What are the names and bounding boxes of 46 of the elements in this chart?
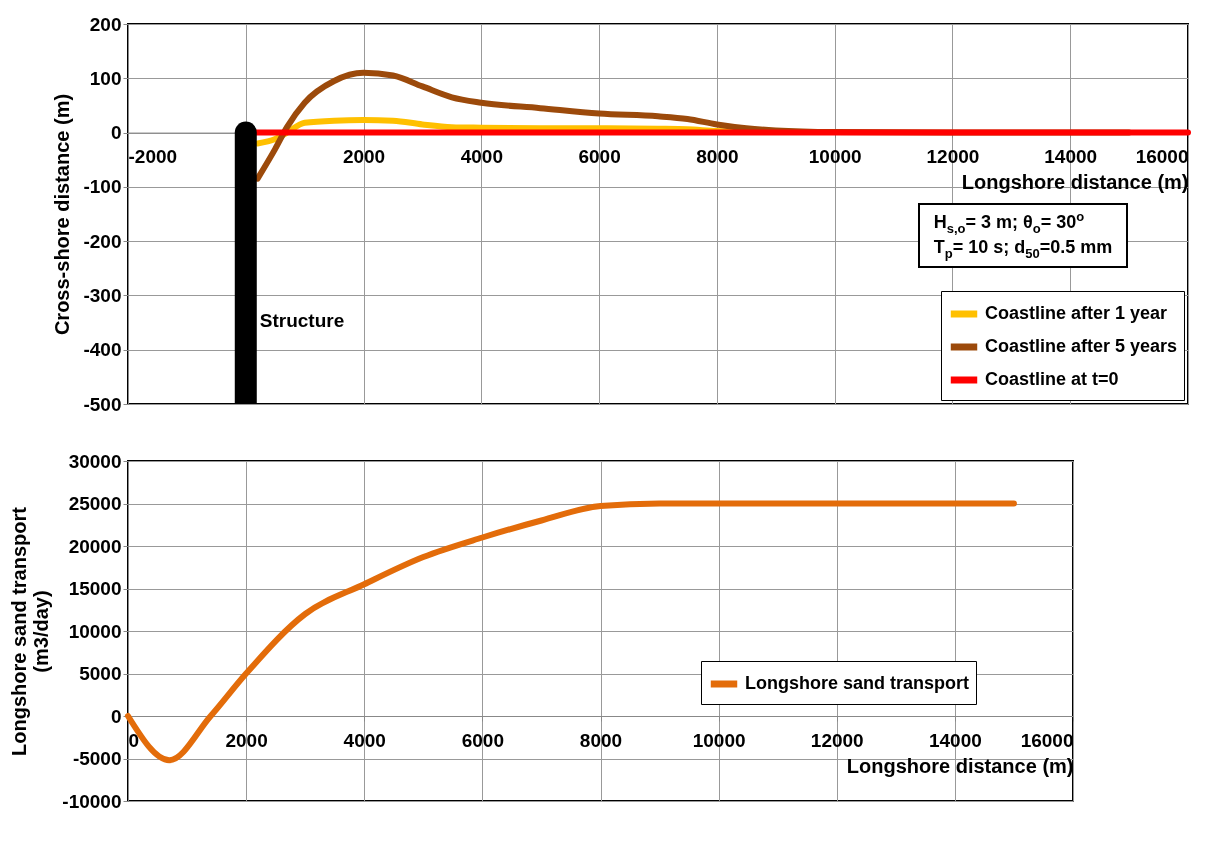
x-tick-label: 16000 — [1020, 729, 1074, 751]
x-tick-label: 14000 — [1044, 146, 1098, 168]
x-tick-label: 6000 — [461, 729, 505, 751]
annotation: T$_{p}$= 10 s; d$_{50}$=0.5 mm — [933, 237, 1113, 262]
y-tick-label: -300 — [83, 284, 122, 306]
x-tick-label: 6000 — [578, 146, 621, 168]
y-tick-label: -200 — [83, 230, 122, 252]
x-tick-label: -2000 — [128, 146, 178, 168]
y-axis-title: Longshore sand transport (m3/day) — [8, 506, 53, 756]
legend-label: Coastline after 5 years — [985, 336, 1178, 356]
x-tick-label: 2000 — [342, 146, 386, 168]
x-axis-title: Longshore distance (m) — [846, 754, 1074, 777]
x-tick-label: 2000 — [225, 729, 268, 751]
y-tick-label: -5000 — [72, 748, 122, 769]
x-tick-label: 10000 — [692, 729, 746, 751]
y-tick-label: -400 — [83, 339, 122, 361]
x-tick-label: 16000 — [1135, 146, 1189, 168]
x-tick-label: 12000 — [926, 146, 980, 168]
y-tick-label: -10000 — [62, 790, 122, 812]
annotation: H$_{s,o}$= 3 m; θ$_{o}$= 30$^{o}$ — [933, 208, 1085, 236]
y-tick-label: -100 — [83, 176, 122, 198]
x-tick-label: 4000 — [460, 146, 503, 168]
y-tick-label: -500 — [83, 393, 122, 415]
y-axis-title: Cross-shore distance (m) — [51, 93, 74, 336]
series-label: Structure — [259, 310, 345, 332]
x-tick-label: 0 — [128, 729, 140, 751]
y-tick-label: 100 — [89, 67, 122, 89]
x-tick-label: 8000 — [696, 146, 739, 168]
y-tick-label: 25000 — [68, 493, 122, 514]
x-tick-label: 10000 — [808, 146, 862, 168]
y-tick-label: 200 — [89, 13, 122, 35]
x-tick-label: 8000 — [579, 729, 623, 751]
legend-label: Longshore sand transport — [745, 673, 970, 693]
legend-label: Coastline at t=0 — [985, 369, 1119, 389]
y-tick-label: 5000 — [79, 663, 122, 684]
x-tick-label: 14000 — [928, 729, 982, 751]
x-tick-label: 12000 — [810, 729, 864, 751]
y-tick-label: 20000 — [68, 535, 122, 557]
x-axis-title: Longshore distance (m) — [961, 171, 1189, 194]
y-tick-label: 0 — [110, 705, 122, 727]
x-tick-label: 4000 — [343, 729, 386, 751]
y-tick-label: 10000 — [68, 620, 122, 642]
y-tick-label: 15000 — [68, 578, 122, 599]
y-tick-label: 0 — [110, 122, 122, 144]
legend-label: Coastline after 1 year — [985, 303, 1168, 323]
y-tick-label: 30000 — [68, 450, 122, 472]
